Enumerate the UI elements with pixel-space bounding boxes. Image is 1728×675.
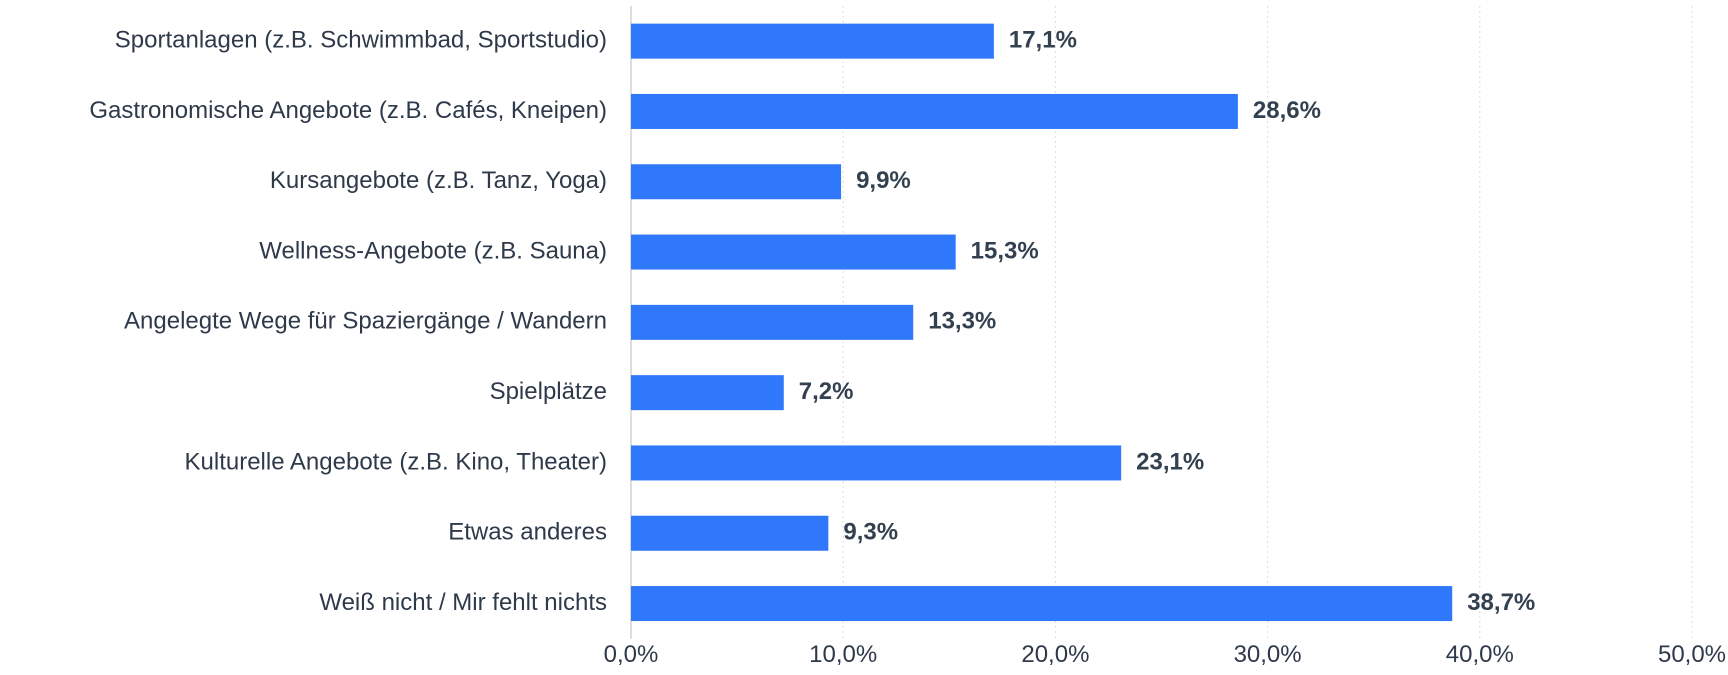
- value-label: 13,3%: [928, 308, 996, 335]
- y-tick-label: Kulturelle Angebote (z.B. Kino, Theater): [185, 448, 607, 475]
- x-tick-label: 10,0%: [809, 641, 877, 668]
- bar: [631, 304, 914, 340]
- bar: [631, 23, 994, 59]
- value-label: 7,2%: [799, 378, 854, 405]
- value-label: 9,3%: [843, 519, 898, 546]
- y-tick-label: Weiß nicht / Mir fehlt nichts: [319, 589, 607, 616]
- x-tick-label: 30,0%: [1234, 641, 1302, 668]
- x-tick-label: 50,0%: [1658, 641, 1726, 668]
- value-label: 23,1%: [1136, 448, 1204, 475]
- y-tick-label: Etwas anderes: [448, 519, 607, 546]
- y-tick-label: Kursangebote (z.B. Tanz, Yoga): [270, 167, 607, 194]
- y-tick-label: Angelegte Wege für Spaziergänge / Wander…: [124, 308, 607, 335]
- y-tick-label: Sportanlagen (z.B. Schwimmbad, Sportstud…: [115, 26, 607, 53]
- x-tick-label: 40,0%: [1446, 641, 1514, 668]
- value-label: 38,7%: [1467, 589, 1535, 616]
- value-label: 15,3%: [971, 237, 1039, 264]
- bar: [631, 93, 1238, 129]
- y-tick-label: Gastronomische Angebote (z.B. Cafés, Kne…: [89, 97, 607, 124]
- y-tick-label: Wellness-Angebote (z.B. Sauna): [259, 237, 607, 264]
- x-tick-label: 20,0%: [1021, 641, 1089, 668]
- bar: [631, 586, 1453, 622]
- bar: [631, 375, 784, 411]
- value-label: 9,9%: [856, 167, 911, 194]
- y-tick-label: Spielplätze: [490, 378, 607, 405]
- bar: [631, 515, 829, 551]
- value-label: 17,1%: [1009, 26, 1077, 53]
- x-tick-label: 0,0%: [604, 641, 659, 668]
- bar: [631, 445, 1122, 481]
- bar: [631, 164, 842, 200]
- value-label: 28,6%: [1253, 97, 1321, 124]
- bar: [631, 234, 956, 270]
